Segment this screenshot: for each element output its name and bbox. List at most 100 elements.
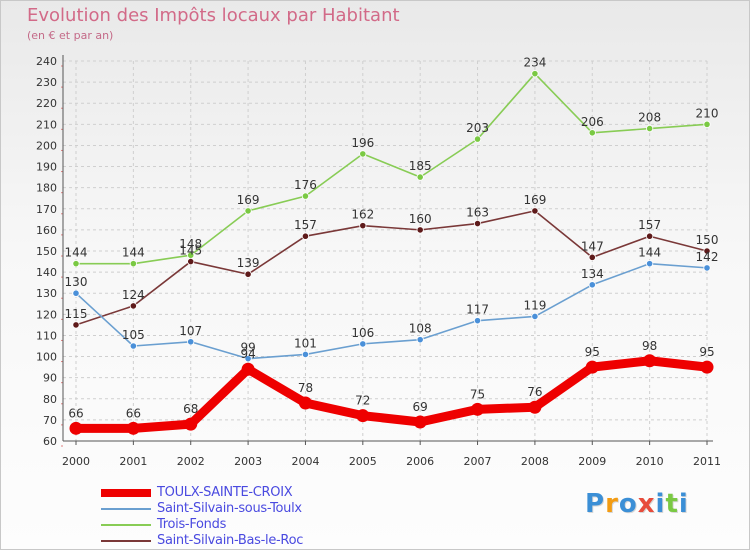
data-label: 66 bbox=[68, 406, 83, 420]
series-line bbox=[75, 262, 708, 360]
data-point bbox=[244, 270, 252, 278]
data-label: 76 bbox=[527, 385, 542, 399]
data-label: 150 bbox=[696, 233, 719, 247]
data-point bbox=[72, 260, 80, 268]
data-point bbox=[528, 400, 542, 414]
data-point bbox=[416, 336, 424, 344]
chart-title: Evolution des Impôts locaux par Habitant bbox=[27, 5, 400, 26]
legend-label: Saint-Silvain-sous-Toulx bbox=[157, 501, 302, 516]
data-point bbox=[241, 362, 255, 376]
data-label: 119 bbox=[523, 298, 546, 312]
proxiti-logo: Proxiti bbox=[585, 489, 689, 519]
x-tick-label: 2001 bbox=[119, 455, 147, 468]
data-label: 185 bbox=[409, 159, 432, 173]
data-label: 203 bbox=[466, 121, 489, 135]
y-tick-label: 110 bbox=[36, 329, 57, 342]
data-point bbox=[646, 232, 654, 240]
data-point bbox=[473, 317, 482, 325]
data-point bbox=[69, 421, 83, 435]
y-tick-label: 170 bbox=[36, 203, 57, 216]
data-point bbox=[72, 289, 80, 297]
grid-layer bbox=[63, 60, 708, 442]
data-label: 145 bbox=[179, 244, 202, 258]
data-point bbox=[585, 360, 599, 374]
data-point bbox=[531, 70, 539, 78]
data-point bbox=[646, 260, 654, 268]
data-label: 72 bbox=[355, 394, 370, 408]
x-tick-label: 2002 bbox=[177, 455, 205, 468]
y-tick-label: 60 bbox=[43, 435, 57, 448]
data-label: 107 bbox=[179, 324, 202, 338]
series-line bbox=[71, 356, 712, 433]
data-point bbox=[301, 192, 310, 200]
legend-swatch bbox=[101, 524, 151, 526]
legend-label: Saint-Silvain-Bas-le-Roc bbox=[157, 533, 304, 548]
data-label: 162 bbox=[351, 208, 374, 222]
data-label: 68 bbox=[183, 402, 198, 416]
x-tick-label: 2010 bbox=[636, 455, 664, 468]
data-point bbox=[301, 232, 310, 240]
data-point bbox=[471, 402, 485, 416]
y-tick-label: 80 bbox=[43, 393, 57, 406]
data-point bbox=[531, 312, 539, 321]
data-label: 66 bbox=[126, 406, 141, 420]
data-label: 142 bbox=[696, 250, 719, 264]
legend-swatch bbox=[101, 508, 151, 510]
data-point bbox=[184, 417, 198, 431]
data-point bbox=[700, 360, 714, 374]
x-tick-label: 2004 bbox=[291, 455, 319, 468]
logo-letter: t bbox=[665, 489, 679, 519]
data-label: 176 bbox=[294, 178, 317, 192]
data-label: 108 bbox=[409, 322, 432, 336]
legend-label: TOULX-SAINTE-CROIX bbox=[157, 485, 293, 500]
data-label: 130 bbox=[65, 275, 88, 289]
data-point bbox=[588, 281, 596, 289]
data-label: 144 bbox=[65, 246, 88, 260]
data-point bbox=[72, 321, 80, 329]
data-label: 169 bbox=[237, 193, 260, 207]
x-tick-label: 2003 bbox=[234, 455, 262, 468]
data-point bbox=[531, 207, 539, 215]
series-line bbox=[75, 72, 708, 265]
logo-letter: P bbox=[585, 489, 606, 519]
data-label: 75 bbox=[470, 387, 485, 401]
data-label: 98 bbox=[642, 339, 657, 353]
y-tick-label: 190 bbox=[36, 161, 57, 174]
data-point bbox=[359, 340, 367, 348]
x-tick-label: 2008 bbox=[521, 455, 549, 468]
data-point bbox=[356, 409, 370, 423]
y-tick-label: 150 bbox=[36, 245, 57, 258]
chart-subtitle: (en € et par an) bbox=[27, 29, 114, 42]
legend-label: Trois-Fonds bbox=[157, 517, 227, 532]
data-label: 115 bbox=[65, 307, 88, 321]
data-point bbox=[301, 350, 310, 359]
data-label: 157 bbox=[294, 218, 317, 232]
data-label: 210 bbox=[696, 106, 719, 120]
logo-letter: o bbox=[618, 489, 638, 519]
data-label: 101 bbox=[294, 336, 317, 350]
data-label: 139 bbox=[237, 256, 260, 270]
y-tick-label: 230 bbox=[36, 76, 57, 89]
data-point bbox=[588, 129, 596, 137]
y-tick-label: 200 bbox=[36, 139, 57, 152]
logo-letter: x bbox=[637, 489, 656, 519]
y-tick-label: 210 bbox=[36, 118, 57, 131]
data-point bbox=[703, 264, 711, 272]
data-point bbox=[244, 207, 252, 215]
legend-swatch bbox=[101, 540, 151, 542]
x-tick-label: 2009 bbox=[578, 455, 606, 468]
logo-letter: r bbox=[605, 489, 619, 519]
legend-swatch bbox=[101, 489, 151, 497]
data-point bbox=[413, 415, 427, 429]
data-point bbox=[646, 124, 654, 133]
data-point bbox=[473, 135, 482, 143]
data-point bbox=[129, 302, 137, 310]
data-point bbox=[703, 120, 711, 128]
data-point bbox=[643, 354, 657, 368]
data-label: 144 bbox=[122, 246, 145, 260]
data-label: 134 bbox=[581, 267, 604, 281]
data-label: 196 bbox=[351, 136, 374, 150]
data-point bbox=[473, 219, 482, 228]
data-point bbox=[359, 222, 367, 230]
